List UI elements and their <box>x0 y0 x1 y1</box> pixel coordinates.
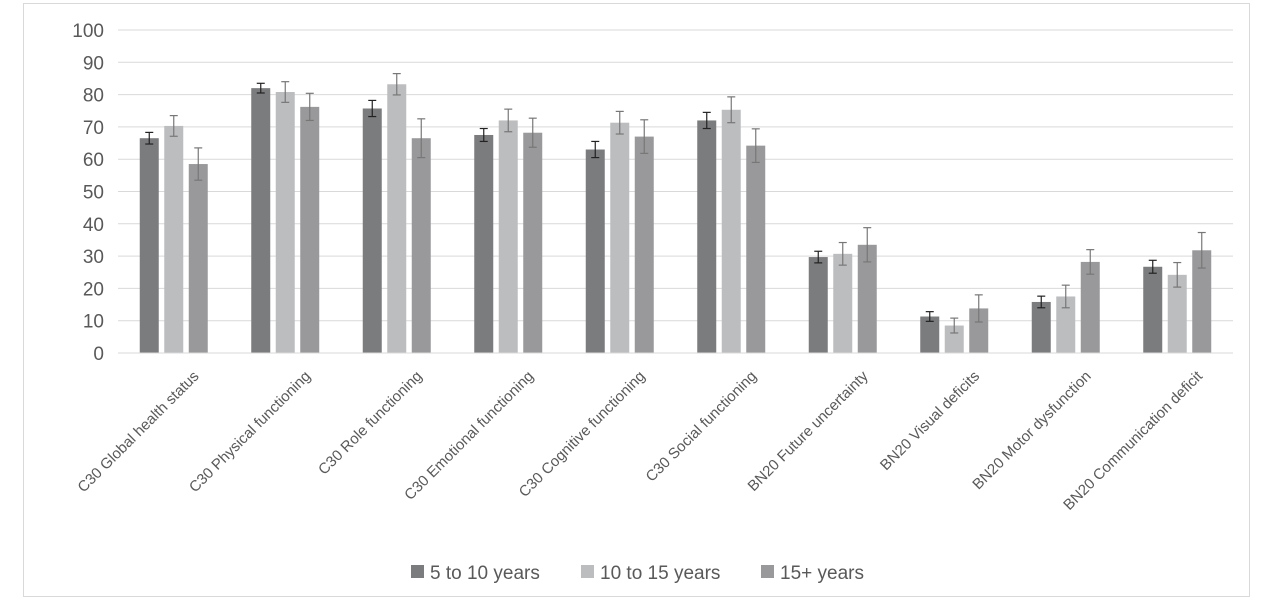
bar <box>920 316 940 353</box>
bar <box>411 138 431 353</box>
bar <box>362 108 382 353</box>
bar <box>969 308 989 353</box>
y-tick-label: 100 <box>72 21 104 42</box>
x-category-label: C30 Cognitive functioning <box>516 368 649 501</box>
bar <box>164 125 184 353</box>
bar <box>300 106 320 354</box>
bar <box>808 257 828 353</box>
bar <box>1192 250 1212 353</box>
bar <box>1080 261 1100 353</box>
y-tick-label: 30 <box>83 247 104 268</box>
bar <box>523 132 543 353</box>
bar <box>188 164 208 353</box>
error-bars <box>145 73 1206 334</box>
bar <box>498 120 518 353</box>
legend-swatch <box>581 565 594 578</box>
bar <box>746 145 766 353</box>
legend-label: 15+ years <box>780 563 864 584</box>
y-tick-label: 0 <box>93 344 104 365</box>
x-category-label: BN20 Future uncertainty <box>745 367 872 494</box>
legend-swatch <box>411 565 424 578</box>
y-tick-label: 90 <box>83 53 104 74</box>
x-category-label: C30 Emotional functioning <box>401 368 537 504</box>
bar <box>585 149 605 353</box>
legend-label: 10 to 15 years <box>600 563 720 584</box>
y-axis-ticks: 0 10 20 30 40 50 60 70 80 90 100 <box>72 21 104 365</box>
bar <box>944 325 964 353</box>
bar <box>1031 301 1051 353</box>
bar <box>833 253 853 353</box>
x-category-label: C30 Global health status <box>74 368 202 496</box>
legend-label: 5 to 10 years <box>430 563 540 584</box>
bar <box>387 84 407 353</box>
x-category-label: BN20 Visual deficits <box>877 368 983 474</box>
y-tick-label: 20 <box>83 279 104 300</box>
x-category-label: BN20 Motor dysfunction <box>969 368 1094 493</box>
bar <box>721 109 741 353</box>
x-category-label: C30 Social functioning <box>643 368 761 486</box>
legend: 5 to 10 years 10 to 15 years 15+ years <box>411 563 864 584</box>
bar <box>275 92 295 354</box>
y-tick-label: 50 <box>83 183 104 204</box>
y-tick-label: 60 <box>83 150 104 171</box>
bar <box>634 136 654 353</box>
bar <box>1143 266 1163 353</box>
x-category-label: C30 Physical functioning <box>186 368 314 496</box>
bar <box>1056 296 1076 353</box>
legend-swatch <box>761 565 774 578</box>
bars <box>139 84 1212 354</box>
y-tick-label: 40 <box>83 215 104 236</box>
bar <box>610 122 630 354</box>
y-tick-label: 80 <box>83 86 104 107</box>
bar <box>251 88 271 353</box>
bar <box>474 134 494 353</box>
y-tick-label: 70 <box>83 118 104 139</box>
y-tick-label: 10 <box>83 312 104 333</box>
bar <box>139 138 159 353</box>
bar <box>1167 274 1187 353</box>
x-category-label: C30 Role functioning <box>315 368 425 478</box>
bar <box>857 244 877 353</box>
bar <box>697 120 717 353</box>
